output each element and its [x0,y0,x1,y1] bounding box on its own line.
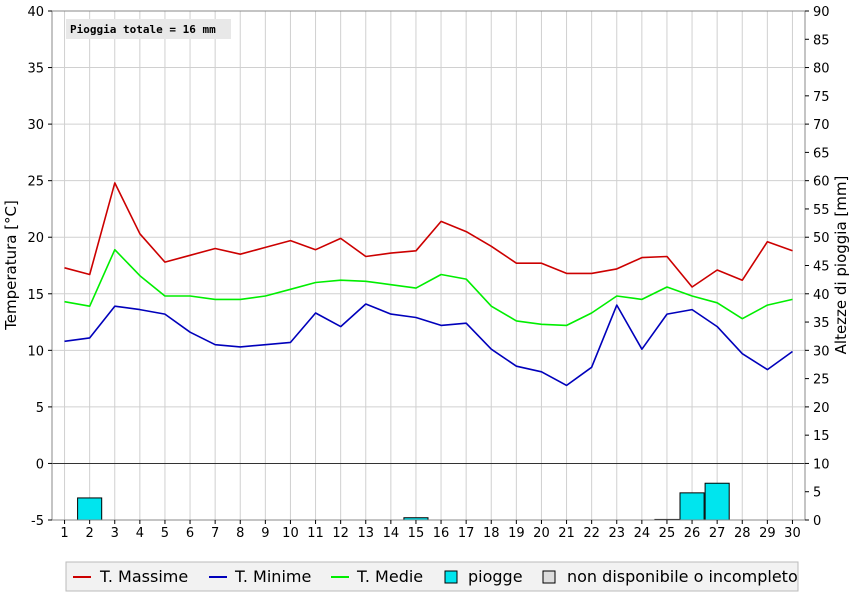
rain-bar [704,482,730,521]
x-tick-label: 9 [261,526,269,541]
x-tick-label: 1 [60,526,68,541]
y2-tick-label: 15 [813,429,830,444]
x-tick-label: 6 [186,526,194,541]
rain-bars [77,482,730,521]
x-tick-label: 26 [684,526,701,541]
y2-tick-label: 45 [813,260,830,275]
y-tick-label: 35 [27,62,44,77]
legend-label: non disponibile o incompleto [567,567,798,586]
x-tick-label: 8 [236,526,244,541]
x-tick-label: 14 [383,526,400,541]
x-tick-label: 3 [111,526,119,541]
legend-swatch-box [542,570,556,584]
axes [48,10,809,524]
legend-box [65,561,799,592]
y-tick-label: 15 [27,288,44,303]
x-tick-label: 11 [307,526,324,541]
y2-tick-label: 20 [813,401,830,416]
series-line-t-minime [64,303,793,387]
y-tick-label: 5 [36,401,44,416]
x-tick-label: 28 [734,526,751,541]
x-tick-label: 13 [357,526,374,541]
x-tick-label: 18 [483,526,500,541]
legend-label: T. Minime [234,567,311,586]
x-tick-label: 7 [211,526,219,541]
y2-tick-label: 5 [813,486,821,501]
y2-tick-label: 70 [813,118,830,133]
series-lines [64,182,793,387]
annotation-box [66,19,231,39]
rain-total-annotation: Pioggia totale = 16 mm [70,23,216,36]
legend: T. Massime T. Minime T. Medie piogge non dis… [65,561,799,592]
tick-labels: -505101520253035400510152025303540455055… [27,5,829,541]
y-tick-label: 10 [27,344,44,359]
y2-tick-label: 25 [813,373,830,388]
x-tick-label: 17 [458,526,475,541]
x-tick-label: 4 [136,526,144,541]
rain-bar [679,492,705,521]
x-tick-label: 16 [433,526,450,541]
x-tick-label: 19 [508,526,525,541]
y-tick-label: 25 [27,175,44,190]
plot-area [52,11,805,520]
y2-tick-label: 50 [813,231,830,246]
legend-label: T. Massime [99,567,188,586]
y2-tick-label: 80 [813,62,830,77]
y-tick-label: 40 [27,5,44,20]
x-tick-label: 29 [759,526,776,541]
y-tick-label: -5 [31,514,44,529]
y2-tick-label: 35 [813,316,830,331]
legend-label: piogge [468,567,523,586]
y2-axis-title: Altezze di pioggia [mm] [832,176,850,355]
y2-tick-label: 40 [813,288,830,303]
y-axis-title: Temperatura [°C] [2,200,20,331]
x-tick-label: 20 [533,526,550,541]
y2-tick-label: 10 [813,457,830,472]
y2-tick-label: 85 [813,33,830,48]
y-tick-label: 0 [36,457,44,472]
y2-tick-label: 75 [813,90,830,105]
y2-tick-label: 30 [813,344,830,359]
legend-swatch-box [444,570,458,584]
legend-label: T. Medie [356,567,423,586]
y2-tick-label: 90 [813,5,830,20]
y-tick-label: 20 [27,231,44,246]
x-tick-label: 10 [282,526,299,541]
x-tick-label: 30 [784,526,801,541]
x-tick-label: 24 [634,526,651,541]
y2-tick-label: 65 [813,146,830,161]
x-tick-label: 27 [709,526,726,541]
y2-tick-label: 0 [813,514,821,529]
rain-bar [77,497,103,521]
x-tick-label: 23 [608,526,625,541]
x-tick-label: 21 [558,526,575,541]
y2-tick-label: 55 [813,203,830,218]
x-tick-label: 2 [86,526,94,541]
x-tick-label: 22 [583,526,600,541]
series-line-t-massime [64,182,793,288]
x-tick-label: 5 [161,526,169,541]
y-tick-label: 30 [27,118,44,133]
y2-tick-label: 60 [813,175,830,190]
x-tick-label: 15 [408,526,425,541]
grid [52,10,805,521]
x-tick-label: 12 [332,526,349,541]
series-line-t-medie [64,248,793,327]
x-tick-label: 25 [659,526,676,541]
